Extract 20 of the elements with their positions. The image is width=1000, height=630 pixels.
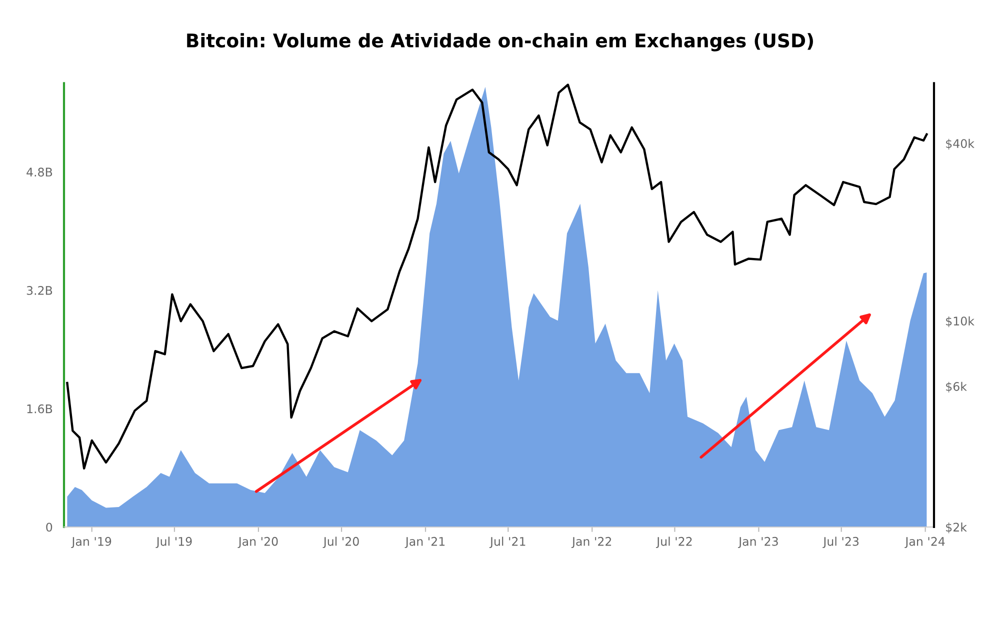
y2-tick-label: $40k	[946, 138, 974, 150]
chart-title: Bitcoin: Volume de Atividade on-chain em Exchanges (USD)	[187, 33, 813, 52]
y2-tick-label: $6k	[946, 382, 967, 393]
y-tick-label: 0	[46, 522, 52, 532]
x-tick-label: Jan '19	[71, 536, 112, 548]
x-tick-label: Jan '20	[238, 536, 278, 548]
x-tick-label: Jan '21	[404, 536, 445, 548]
y2-tick-label: $10k	[946, 316, 974, 328]
x-tick-label: Jul '19	[156, 536, 192, 548]
y-tick-label: 1.6B	[27, 404, 52, 414]
x-tick-label: Jul '23	[822, 536, 859, 548]
x-tick-label: Jan '24	[904, 536, 945, 548]
x-tick-label: Jan '23	[738, 536, 778, 548]
x-tick-label: Jul '20	[322, 536, 359, 548]
x-tick-label: Jan '22	[571, 536, 612, 548]
y-tick-label: 3.2B	[26, 286, 52, 295]
x-tick-label: Jul '21	[489, 536, 526, 548]
y-tick-label: 4.8B	[26, 168, 52, 177]
x-tick-label: Jul '22	[656, 536, 692, 548]
y2-tick-label: $2k	[946, 522, 967, 534]
